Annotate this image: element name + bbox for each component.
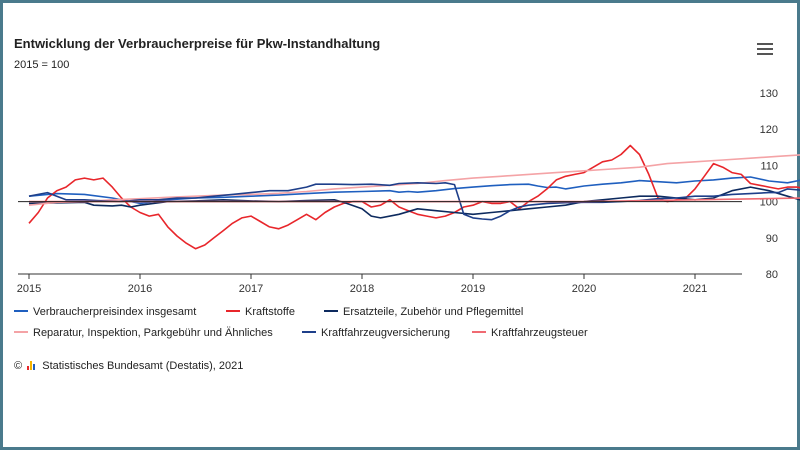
- destatis-logo-icon: [27, 360, 36, 370]
- legend-item[interactable]: Kraftstoffe: [226, 306, 295, 318]
- x-tick-label: 2019: [461, 283, 485, 295]
- y-tick-label: 80: [766, 269, 778, 281]
- series-line: [28, 144, 800, 250]
- legend-label: Kraftfahrzeugsteuer: [491, 327, 588, 339]
- legend-label: Ersatzteile, Zubehör und Pflegemittel: [343, 306, 524, 318]
- y-tick-label: 130: [760, 88, 778, 100]
- legend-swatch: [472, 331, 486, 334]
- x-tick-label: 2015: [17, 283, 41, 295]
- menu-bar: [757, 43, 773, 45]
- y-tick-label: 110: [760, 160, 778, 172]
- copyright-symbol: ©: [14, 360, 23, 372]
- source-note: © Statistisches Bundesamt (Destatis), 20…: [14, 360, 243, 372]
- legend-item[interactable]: Kraftfahrzeugsteuer: [472, 327, 588, 339]
- legend-item[interactable]: Verbraucherpreisindex insgesamt: [14, 306, 196, 318]
- legend-swatch: [324, 310, 338, 313]
- menu-bar: [757, 48, 773, 50]
- chart-title: Entwicklung der Verbraucherpreise für Pk…: [14, 36, 381, 51]
- x-tick-label: 2017: [239, 283, 263, 295]
- x-tick-label: 2020: [572, 283, 596, 295]
- legend-swatch: [226, 310, 240, 313]
- legend-item[interactable]: Reparatur, Inspektion, Parkgebühr und Äh…: [14, 327, 273, 339]
- y-tick-label: 90: [766, 233, 778, 245]
- hamburger-menu-icon[interactable]: [757, 43, 773, 57]
- legend-label: Verbraucherpreisindex insgesamt: [33, 306, 197, 318]
- legend-label: Kraftfahrzeugversicherung: [321, 327, 451, 339]
- y-tick-label: 100: [760, 197, 778, 209]
- legend-swatch: [14, 310, 28, 313]
- y-tick-label: 120: [760, 124, 778, 136]
- legend-item[interactable]: Kraftfahrzeugversicherung: [302, 327, 450, 339]
- chart-subtitle: 2015 = 100: [14, 59, 70, 71]
- series-line: [28, 176, 800, 205]
- legend-swatch: [14, 331, 28, 334]
- source-text: Statistisches Bundesamt (Destatis), 2021: [42, 360, 244, 372]
- legend-label: Reparatur, Inspektion, Parkgebühr und Äh…: [33, 327, 273, 339]
- series-line: [28, 186, 800, 219]
- series-line: [28, 154, 800, 206]
- x-tick-label: 2016: [128, 283, 152, 295]
- legend-label: Kraftstoffe: [245, 306, 295, 318]
- legend-item[interactable]: Ersatzteile, Zubehör und Pflegemittel: [324, 306, 523, 318]
- menu-bar: [757, 53, 773, 55]
- series-line: [28, 182, 800, 221]
- legend-swatch: [302, 331, 316, 334]
- x-tick-label: 2018: [350, 283, 374, 295]
- x-tick-label: 2021: [683, 283, 707, 295]
